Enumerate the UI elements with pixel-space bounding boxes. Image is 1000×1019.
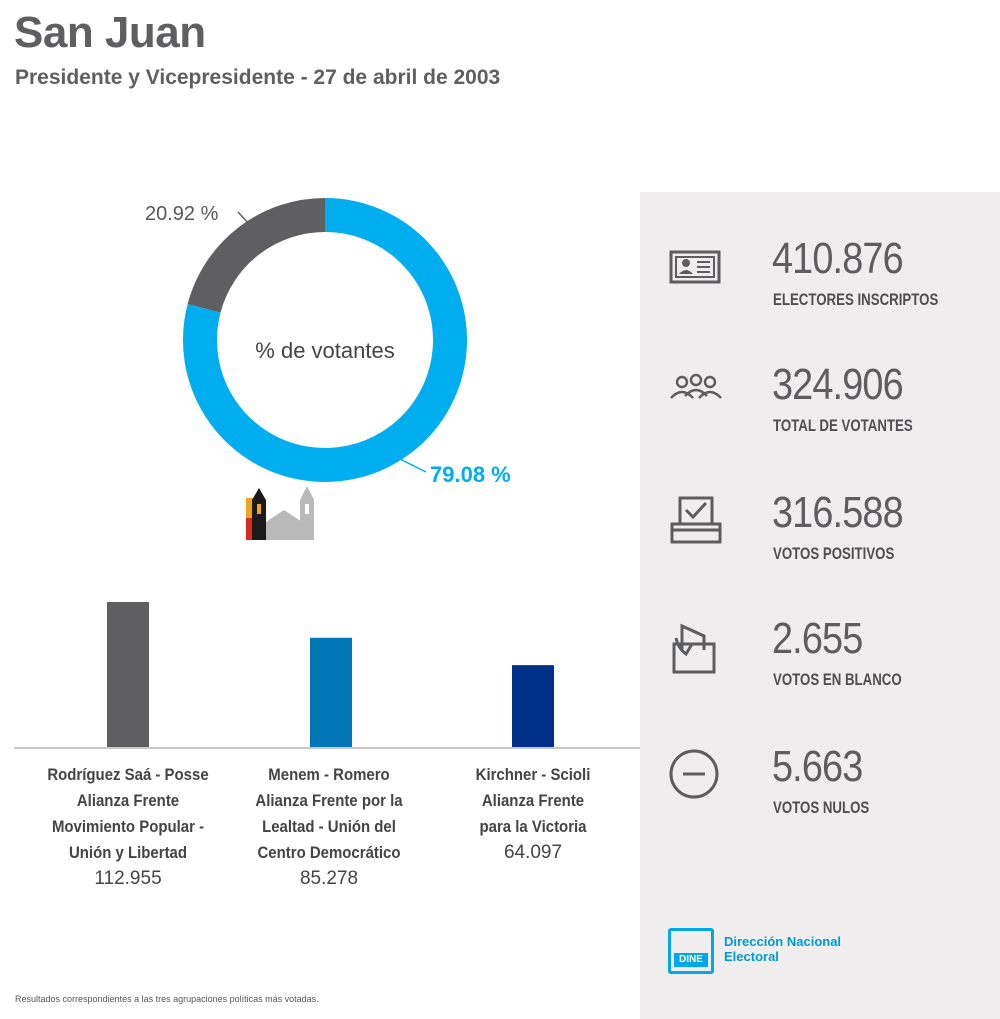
stats-panel: 410.876 ELECTORES INSCRIPTOS 324.906 TOT… [640,192,1000,1019]
stat-value: 2.655 [772,614,863,663]
bar-3 [512,665,554,748]
blank-vote-icon [672,623,716,674]
stat-label: VOTOS POSITIVOS [773,544,895,563]
stat-label: VOTOS EN BLANCO [773,670,902,689]
stat-value: 316.588 [772,488,904,537]
dine-badge: DINE [668,928,714,974]
stat-label: TOTAL DE VOTANTES [773,416,913,435]
donut-leader-2 [237,211,251,226]
id-card-icon [669,250,721,284]
stat-label: VOTOS NULOS [773,798,870,817]
donut-chart: 79.08 % 20.92 % % de votantes [145,198,511,487]
page-title: San Juan [14,8,206,57]
dine-logo: DINE Dirección Nacional Electoral [668,928,868,978]
footnote: Resultados correspondientes a las tres a… [15,994,319,1004]
bar-value-2: 85.278 [299,868,359,889]
bar-label-3: Kirchner - Scioli Alianza Frente para la… [433,762,633,866]
stat-value: 5.663 [772,742,863,791]
stat-label: ELECTORES INSCRIPTOS [773,290,939,309]
bar-category-2: Menem - Romero Alianza Frente por la Lea… [255,765,403,862]
dine-text: Dirección Nacional Electoral [724,934,842,964]
donut-slice-2 [187,198,326,314]
donut-slice-label-2: 20.92 % [145,203,219,225]
bar-1 [107,602,149,748]
donut-slice-1 [183,198,467,482]
stat-value: 324.906 [772,360,904,409]
minus-circle-icon [669,749,719,799]
donut-leader-1 [391,454,427,473]
bar-category-3: Kirchner - Scioli Alianza Frente para la… [475,765,591,836]
bar-label-1: Rodríguez Saá - Posse Alianza Frente Mov… [28,762,228,892]
donut-slice-label-1: 79.08 % [430,462,511,487]
bar-value-3: 64.097 [503,842,563,863]
ballot-check-icon [670,496,722,544]
donut-center-label: % de votantes [255,338,394,363]
bar-label-2: Menem - Romero Alianza Frente por la Lea… [229,762,429,892]
bar-category-1: Rodríguez Saá - Posse Alianza Frente Mov… [47,765,209,862]
bar-chart [14,602,640,749]
watermark-logo [246,478,316,540]
people-icon [670,373,722,399]
stat-value: 410.876 [772,234,904,283]
bar-value-1: 112.955 [94,868,162,889]
bar-2 [310,637,352,748]
page-subtitle: Presidente y Vicepresidente - 27 de abri… [15,66,501,89]
